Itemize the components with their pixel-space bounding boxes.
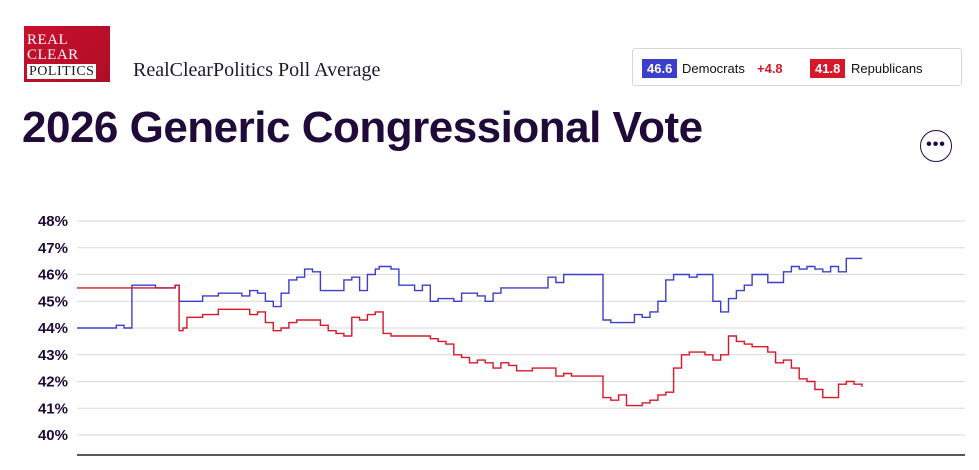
chart-legend: 46.6 Democrats +4.8 41.8 Republicans — [632, 48, 962, 86]
y-tick-label: 44% — [38, 320, 68, 337]
more-icon: ••• — [926, 136, 946, 153]
more-options-button[interactable]: ••• — [920, 130, 952, 162]
y-axis-ticks: 48% 47% 46% 45% 44% 43% 42% 41% 40% — [38, 213, 68, 444]
y-tick-label: 45% — [38, 293, 68, 310]
democrats-value-badge: 46.6 — [642, 59, 678, 78]
page-subtitle: RealClearPolitics Poll Average — [133, 59, 381, 81]
spread-value: +4.8 — [757, 61, 783, 76]
y-tick-label: 47% — [38, 240, 68, 257]
logo-text-line-3: POLITICS — [27, 64, 97, 79]
y-tick-label: 41% — [38, 400, 68, 417]
y-tick-label: 42% — [38, 374, 68, 391]
series-line-democrats[interactable] — [77, 257, 862, 329]
republicans-value-badge: 41.8 — [810, 59, 846, 78]
y-tick-label: 46% — [38, 267, 68, 284]
series-line-republicans[interactable] — [77, 284, 863, 407]
rcp-logo[interactable]: REAL CLEAR POLITICS — [24, 26, 110, 82]
page-title: 2026 Generic Congressional Vote — [22, 103, 703, 152]
logo-text-line-1: REAL — [27, 32, 69, 48]
logo-text-line-2: CLEAR — [27, 47, 79, 63]
chart-gridlines — [77, 220, 965, 436]
chart-series — [77, 257, 863, 407]
y-tick-label: 43% — [38, 347, 68, 364]
republicans-label: Republicans — [851, 61, 923, 76]
y-tick-label: 40% — [38, 427, 68, 444]
y-tick-label: 48% — [38, 213, 68, 230]
democrats-label: Democrats — [682, 61, 745, 76]
